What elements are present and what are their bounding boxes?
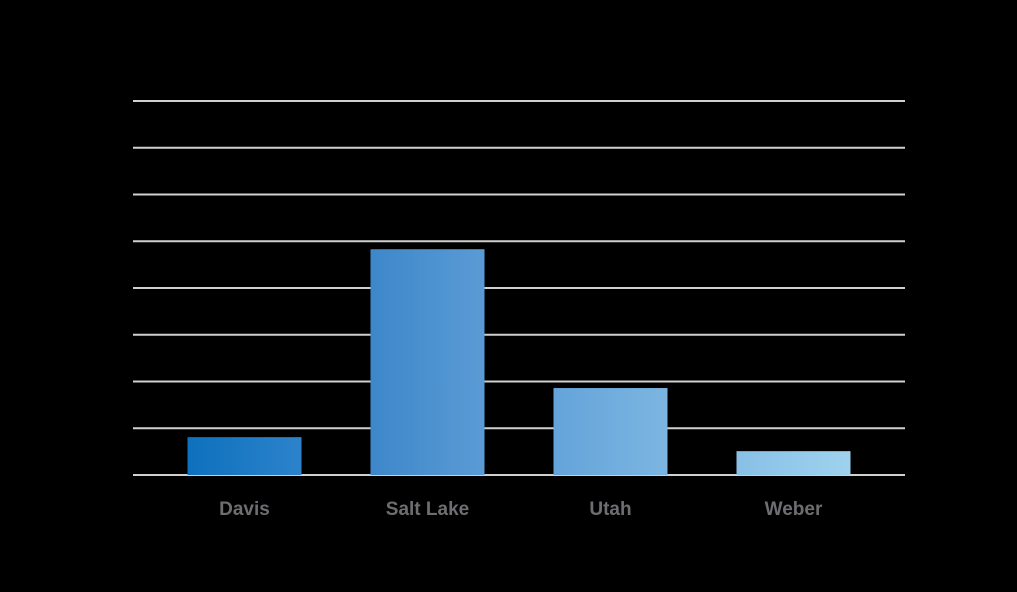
x-tick-label: Weber [765,499,823,520]
x-tick-label: Davis [219,499,270,520]
bar [187,437,302,475]
bar [553,388,668,475]
x-tick-label: Salt Lake [386,499,469,520]
bar [370,249,485,475]
x-tick-label: Utah [589,499,631,520]
bar [736,451,851,475]
